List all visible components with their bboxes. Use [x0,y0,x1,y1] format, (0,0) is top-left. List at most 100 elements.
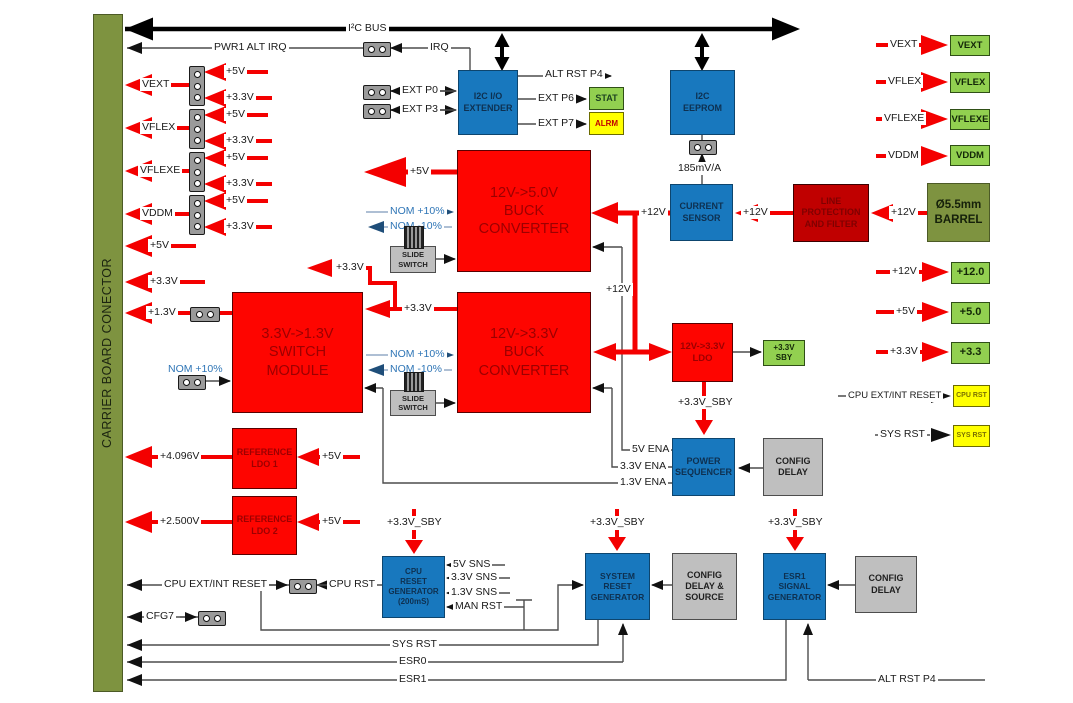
label-3v3sby-esrgen: +3.3V_SBY [766,516,825,529]
label-5v-rail: +5V [148,239,171,252]
label-cpu-ext-int-reset: CPU EXT/INT RESET [162,578,270,591]
carrier-board-connector: CARRIER BOARD CONECTOR [93,14,123,692]
label-vext-3v3: +3.3V [224,91,256,104]
label-vflexe-right: VFLEXE [882,112,927,125]
jumper-1v3[interactable] [190,307,220,322]
jumper-current-sense[interactable] [689,140,717,155]
label-3v3-tap: +3.3V [334,261,366,274]
io-12v: +12.0 [951,262,990,284]
label-nom-minus-buck33: NOM -10% [388,363,444,376]
slide-switch-1[interactable]: SLIDE SWITCH [390,246,436,273]
label-vflex: VFLEX [140,121,178,134]
jumper-ext-p3[interactable] [363,104,391,119]
label-3v3-sns: 3.3V SNS [449,571,500,584]
label-vflex-3v3: +3.3V [224,134,256,147]
label-12v-buck5: +12V [639,206,668,219]
label-vddm-5v: +5V [224,194,247,207]
label-vddm: VDDM [140,207,175,220]
jumper-vflexe-select[interactable] [189,152,205,192]
cpu-reset-generator-block: CPU RESET GENERATOR (200mS) [382,556,445,618]
power-sequencer-block: POWER SEQUENCER [672,438,735,496]
label-ext-p7: EXT P7 [536,117,576,130]
label-ext-p3: EXT P3 [400,103,440,116]
jumper-ext-p0[interactable] [363,85,391,100]
label-3v3sby-sysgen: +3.3V_SBY [588,516,647,529]
ldo-3v3-block: 12V->3.3V LDO [672,323,733,382]
i2c-io-extender-block: I2C I/O EXTENDER [458,70,518,135]
slide-switch-2[interactable]: SLIDE SWITCH [390,390,436,416]
label-12v-barrel: +12V [889,206,918,219]
label-ext-p0: EXT P0 [400,84,440,97]
io-vddm: VDDM [950,145,990,166]
slide-switch-2-knob[interactable] [404,372,424,392]
jumper-cpu-rst[interactable] [289,579,317,594]
label-vflexe-5v: +5V [224,151,247,164]
config-delay-sequencer-block: CONFIG DELAY [763,438,823,496]
label-vext-right: VEXT [888,38,920,51]
jumper-vflex-select[interactable] [189,109,205,149]
label-vflex-5v: +5V [224,108,247,121]
jumper-cfg7[interactable] [198,611,226,626]
stat-indicator: STAT [589,87,624,110]
label-vext-5v: +5V [224,65,247,78]
label-cfg7: CFG7 [144,610,177,623]
io-vext: VEXT [950,35,990,56]
io-3v3: +3.3 [951,342,990,364]
label-12v-right: +12V [890,265,919,278]
label-irq: IRQ [428,41,451,54]
config-delay-source-block: CONFIG DELAY & SOURCE [672,553,737,620]
label-5v-ena: 5V ENA [630,443,672,456]
label-cpu-ext-int-reset-right: CPU EXT/INT RESET [846,389,944,402]
config-delay-esr1-block: CONFIG DELAY [855,556,917,613]
label-esr1: ESR1 [397,673,429,686]
label-buck5-out: +5V [408,165,431,178]
label-ldo2-5v: +5V [320,515,343,528]
label-alt-rst-p4-bottom: ALT RST P4 [876,673,938,686]
barrel-jack-block: Ø5.5mm BARREL [927,183,990,242]
line-protection-block: LINE PROTECTION AND FILTER [793,184,869,242]
label-alt-rst-p4-top: ALT RST P4 [543,68,605,81]
label-3v3-right: +3.3V [888,345,920,358]
reference-ldo2-block: REFERENCE LDO 2 [232,496,297,555]
label-5v-sns: 5V SNS [451,558,493,571]
carrier-board-connector-label: CARRIER BOARD CONECTOR [100,258,115,448]
label-3v3-rail: +3.3V [148,275,180,288]
man-rst-button-icon [516,599,532,630]
io-cpu-rst: CPU RST [953,385,990,407]
label-3v3-ena: 3.3V ENA [618,460,669,473]
net-i2c-bus [125,17,800,71]
jumper-vext-select[interactable] [189,66,205,106]
jumper-vddm-select[interactable] [189,195,205,235]
label-vflex-right: VFLEX [886,75,924,88]
label-1v3-ena: 1.3V ENA [618,476,669,489]
label-vext: VEXT [140,78,172,91]
label-vddm-3v3: +3.3V [224,220,256,233]
label-4v096: +4.096V [158,450,202,463]
label-1v3-sns: 1.3V SNS [449,586,500,599]
system-reset-generator-block: SYSTEM RESET GENERATOR [585,553,650,620]
buck-converter-5v-block: 12V->5.0V BUCK CONVERTER [457,150,591,272]
label-cpu-rst: CPU RST [327,578,378,591]
label-nom-plus-buck5: NOM +10% [388,205,447,218]
alrm-indicator: ALRM [589,112,624,135]
label-3v3sby-cpugen: +3.3V_SBY [385,516,444,529]
label-vflexe-3v3: +3.3V [224,177,256,190]
label-pwr1-alt-irq: PWR1 ALT IRQ [212,41,289,54]
io-sys-rst: SYS RST [953,425,990,447]
label-ldo1-5v: +5V [320,450,343,463]
label-vflexe: VFLEXE [138,164,183,177]
label-5v-right: +5V [894,305,917,318]
jumper-nom-plus10[interactable] [178,375,206,390]
label-12v-trunk: +12V [604,283,633,296]
sby-3v3-output: +3.3V SBY [763,340,805,366]
slide-switch-1-knob[interactable] [404,226,424,249]
label-man-rst: MAN RST [453,600,505,613]
label-185mv-a: 185mV/A [676,162,724,175]
label-nom-plus-switch: NOM +10% [168,363,223,375]
label-i2c-bus: I²C BUS [346,22,389,35]
label-nom-plus-buck33: NOM +10% [388,348,447,361]
reference-ldo1-block: REFERENCE LDO 1 [232,428,297,489]
jumper-irq[interactable] [363,42,391,57]
label-3v3sby-ldo: +3.3V_SBY [676,396,735,409]
